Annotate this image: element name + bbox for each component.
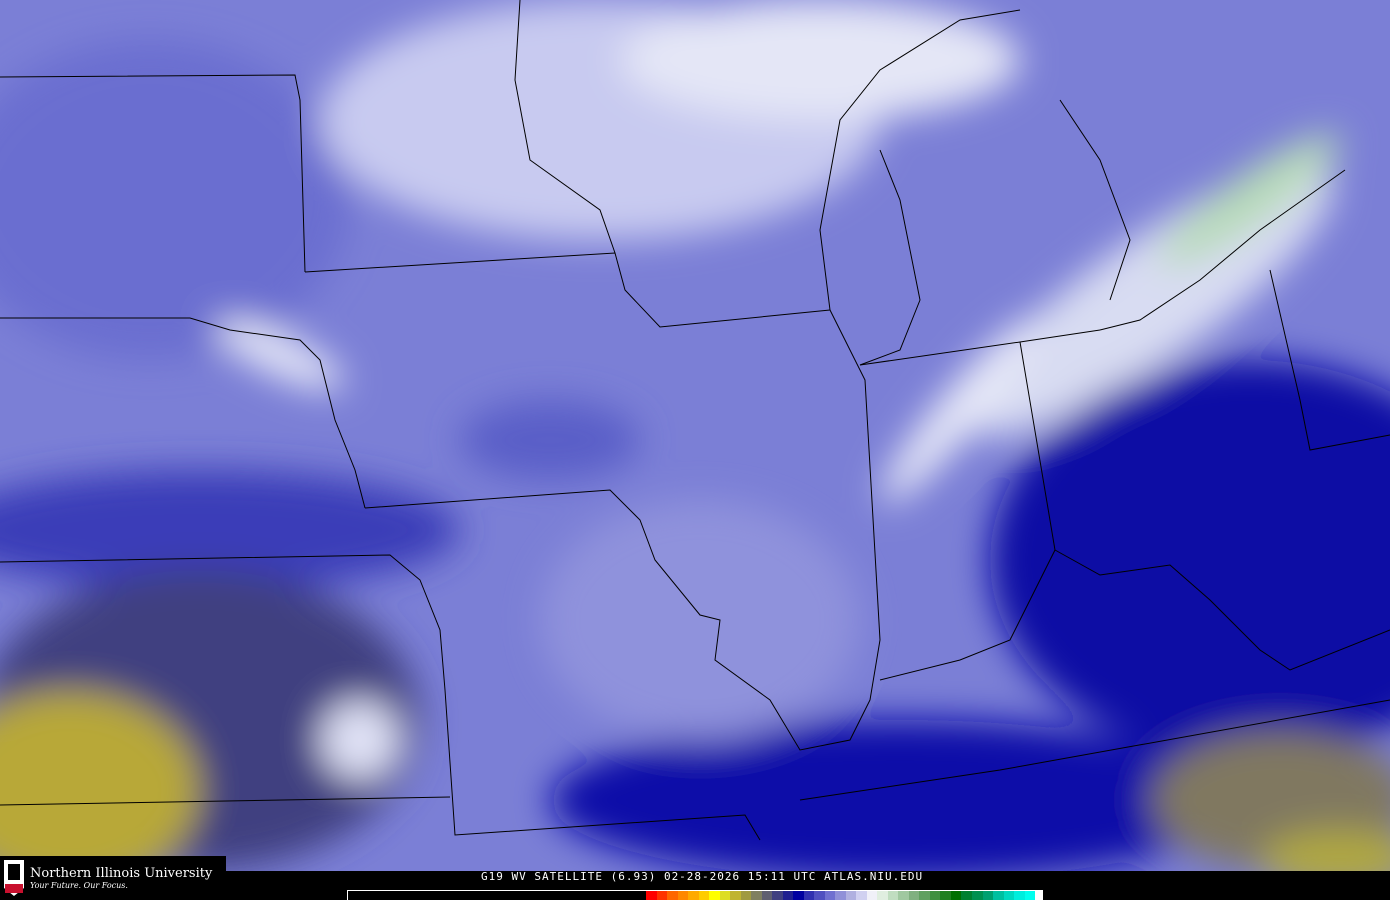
colorbar-segment: [761, 891, 773, 900]
colorbar-segment: [656, 891, 668, 900]
colorbar-segment: [793, 891, 804, 900]
colorbar-segment: [803, 891, 815, 900]
university-name: Northern Illinois University: [30, 865, 213, 881]
colorbar-segment: [719, 891, 731, 900]
niu-logo[interactable]: Northern Illinois University Your Future…: [0, 856, 226, 900]
image-caption: G19 WV SATELLITE (6.93) 02-28-2026 15:11…: [481, 870, 924, 883]
colorbar-segment: [950, 891, 962, 900]
colorbar-segment: [740, 891, 752, 900]
colorbar-segment: [898, 891, 909, 900]
colorbar-segment: [824, 891, 836, 900]
colorbar-segment: [845, 891, 857, 900]
colorbar-segment: [814, 891, 825, 900]
color-scale-bar: [347, 890, 1043, 900]
colorbar-segment: [1014, 891, 1025, 900]
colorbar-segment: [646, 891, 657, 900]
colorbar-segment: [993, 891, 1004, 900]
colorbar-segment: [698, 891, 710, 900]
water-vapor-map: [0, 0, 1390, 871]
colorbar-segment: [961, 891, 972, 900]
university-tagline: Your Future. Our Focus.: [30, 880, 128, 890]
colorbar-segment: [866, 891, 878, 900]
colorbar-segment: [751, 891, 762, 900]
colorbar-segment: [940, 891, 951, 900]
colorbar-segment: [1003, 891, 1015, 900]
niu-shield-icon: [4, 860, 24, 896]
colorbar-black-segment: [348, 891, 646, 900]
colorbar-segment: [1024, 891, 1036, 900]
colorbar-segment: [709, 891, 720, 900]
colorbar-segment: [1035, 891, 1043, 900]
colorbar-segment: [929, 891, 941, 900]
colorbar-segment: [688, 891, 699, 900]
colorbar-segment: [919, 891, 930, 900]
colorbar-segment: [908, 891, 920, 900]
colorbar-segment: [782, 891, 794, 900]
colorbar-segment: [887, 891, 899, 900]
colorbar-segment: [877, 891, 888, 900]
colorbar-segment: [667, 891, 678, 900]
state-boundaries: [0, 0, 1390, 841]
colorbar-segment: [856, 891, 867, 900]
colorbar-segment: [677, 891, 689, 900]
colorbar-segment: [730, 891, 741, 900]
colorbar-segment: [772, 891, 783, 900]
moisture-field: [0, 0, 1390, 871]
colorbar-segment: [982, 891, 994, 900]
colorbar-segment: [971, 891, 983, 900]
colorbar-segment: [835, 891, 846, 900]
